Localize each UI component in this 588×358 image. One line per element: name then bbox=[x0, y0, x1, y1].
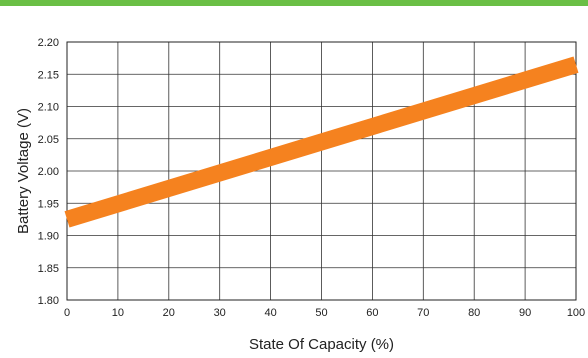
x-axis-ticks: 0 10 20 30 40 50 60 70 80 90 100 bbox=[64, 307, 585, 319]
y-tick-label: 2.15 bbox=[38, 69, 59, 81]
x-tick-label: 50 bbox=[315, 307, 327, 319]
x-tick-label: 10 bbox=[112, 307, 124, 319]
x-tick-label: 30 bbox=[214, 307, 226, 319]
y-tick-label: 1.80 bbox=[38, 295, 59, 307]
x-tick-label: 40 bbox=[264, 307, 276, 319]
plot-frame bbox=[66, 41, 577, 301]
series-line bbox=[64, 56, 579, 228]
y-axis-ticks: 1.80 1.85 1.90 1.95 2.00 2.05 2.10 2.15 2.20 bbox=[38, 37, 59, 307]
x-tick-label: 0 bbox=[64, 307, 70, 319]
header-accent-bar bbox=[0, 0, 588, 6]
chart-series bbox=[64, 56, 579, 228]
x-tick-label: 100 bbox=[567, 307, 585, 319]
y-tick-label: 2.10 bbox=[38, 102, 59, 114]
y-tick-label: 1.90 bbox=[38, 231, 59, 243]
x-tick-label: 90 bbox=[519, 307, 531, 319]
x-tick-label: 70 bbox=[417, 307, 429, 319]
y-axis-title: Battery Voltage (V) bbox=[15, 108, 32, 234]
x-axis-title: State Of Capacity (%) bbox=[249, 336, 394, 353]
y-tick-label: 1.95 bbox=[38, 198, 59, 210]
y-tick-label: 2.20 bbox=[38, 37, 59, 49]
y-tick-label: 1.85 bbox=[38, 263, 59, 275]
x-tick-label: 80 bbox=[468, 307, 480, 319]
y-tick-label: 2.00 bbox=[38, 166, 59, 178]
x-tick-label: 20 bbox=[163, 307, 175, 319]
x-tick-label: 60 bbox=[366, 307, 378, 319]
y-tick-label: 2.05 bbox=[38, 134, 59, 146]
